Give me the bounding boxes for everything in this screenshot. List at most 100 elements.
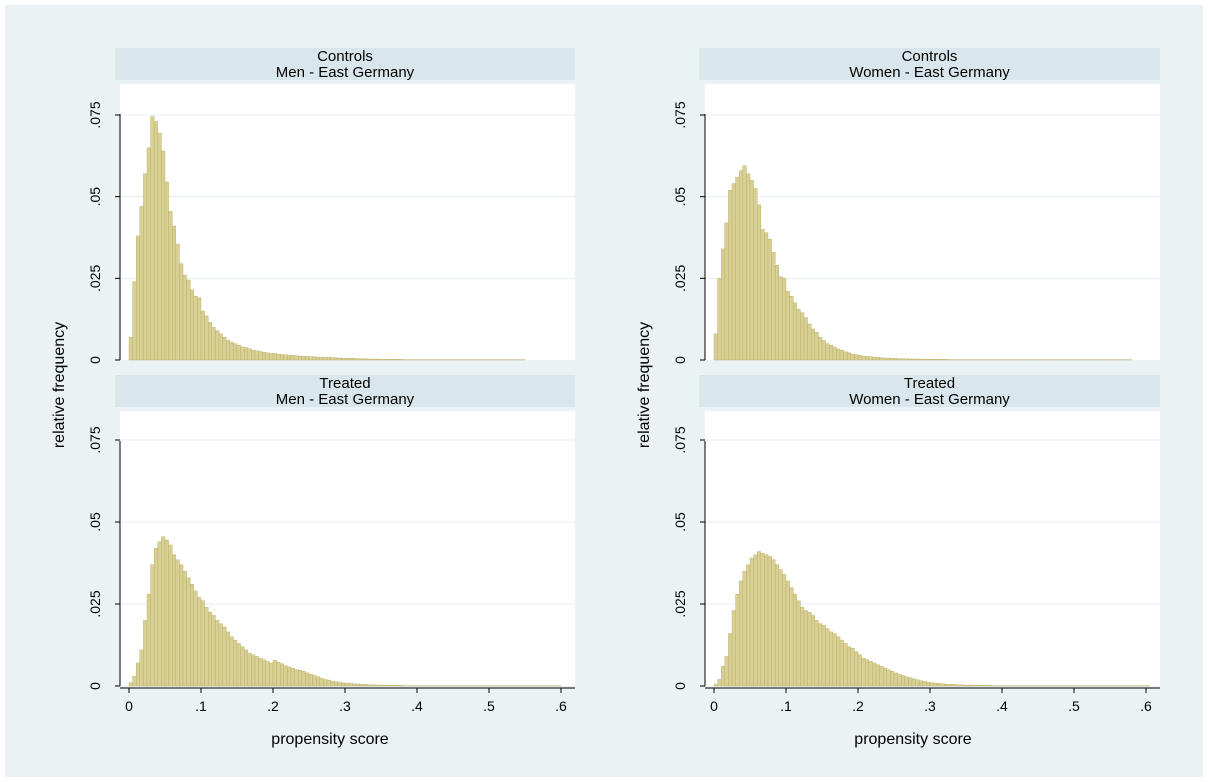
bar [164, 539, 169, 687]
bar [287, 354, 292, 361]
bar [897, 673, 902, 687]
bar [384, 685, 389, 687]
y-tick-label: .025 [672, 590, 688, 617]
bar [760, 229, 765, 361]
bar [352, 358, 357, 361]
x-tick-label: .4 [411, 698, 423, 714]
bar [200, 310, 205, 361]
bar [222, 336, 227, 361]
bar [211, 615, 216, 687]
bar [398, 685, 403, 687]
bar [778, 569, 783, 687]
bar [182, 274, 187, 361]
bar [803, 317, 808, 361]
bar [904, 676, 909, 687]
x-tick-label: .5 [1068, 698, 1080, 714]
bar [865, 659, 870, 687]
bar [886, 669, 891, 687]
bar [240, 646, 245, 687]
bar [366, 684, 371, 687]
bar [958, 684, 963, 687]
bar [171, 225, 176, 361]
bar [132, 281, 137, 361]
y-tick-label: .025 [672, 264, 688, 291]
bar [760, 552, 765, 687]
bar [370, 684, 375, 687]
bar [937, 683, 942, 687]
bar [832, 633, 837, 687]
bar [749, 180, 754, 361]
bar [233, 343, 238, 361]
bar [204, 315, 209, 361]
bar [254, 350, 259, 361]
bar [197, 297, 202, 361]
bar [919, 358, 924, 361]
bar [370, 358, 375, 361]
panel-title: Controls [317, 48, 373, 65]
bar [857, 355, 862, 361]
bar [251, 350, 256, 361]
bar [811, 615, 816, 687]
bar [157, 541, 162, 687]
bar [391, 359, 396, 361]
bar [182, 571, 187, 687]
bar [764, 554, 769, 687]
bar [398, 359, 403, 361]
bar [811, 328, 816, 361]
bar [330, 357, 335, 361]
bar [366, 358, 371, 361]
bar [775, 265, 780, 361]
x-tick-label: .3 [924, 698, 936, 714]
bar [785, 291, 790, 361]
bar [724, 222, 729, 361]
y-tick-label: .05 [672, 187, 688, 207]
bar [850, 648, 855, 687]
y-tick-label: .025 [87, 590, 103, 617]
bar [179, 564, 184, 687]
bar [258, 657, 263, 687]
bar [728, 189, 733, 361]
bar [919, 680, 924, 687]
bar [308, 356, 313, 361]
bar [319, 356, 324, 361]
bar [298, 670, 303, 687]
bar [352, 683, 357, 687]
bar [901, 675, 906, 687]
bar [225, 340, 230, 361]
bar [883, 357, 888, 361]
bar [193, 590, 198, 687]
y-tick-label: .025 [87, 264, 103, 291]
bar [334, 681, 339, 687]
bar [814, 620, 819, 687]
bar [283, 665, 288, 687]
bar [865, 356, 870, 361]
bar [150, 116, 155, 361]
x-axis-title: propensity score [854, 731, 971, 748]
bar [164, 181, 169, 361]
bar [215, 330, 220, 361]
bar [157, 132, 162, 361]
bar [377, 358, 382, 361]
bar [717, 278, 722, 361]
bar [771, 251, 776, 361]
y-tick-label: .075 [672, 426, 688, 453]
bar [348, 683, 353, 687]
bar [969, 684, 974, 687]
bar [847, 646, 852, 687]
bar [731, 610, 736, 687]
bar [373, 684, 378, 687]
bar [850, 353, 855, 361]
bar [721, 666, 726, 687]
bar [742, 571, 747, 687]
bar [305, 356, 310, 361]
bar [825, 343, 830, 361]
bar [785, 580, 790, 687]
bar [161, 536, 166, 687]
bar [746, 173, 751, 361]
bar [962, 684, 967, 687]
bar [807, 323, 812, 361]
bar [933, 359, 938, 361]
bar [735, 593, 740, 687]
bar [829, 345, 834, 361]
